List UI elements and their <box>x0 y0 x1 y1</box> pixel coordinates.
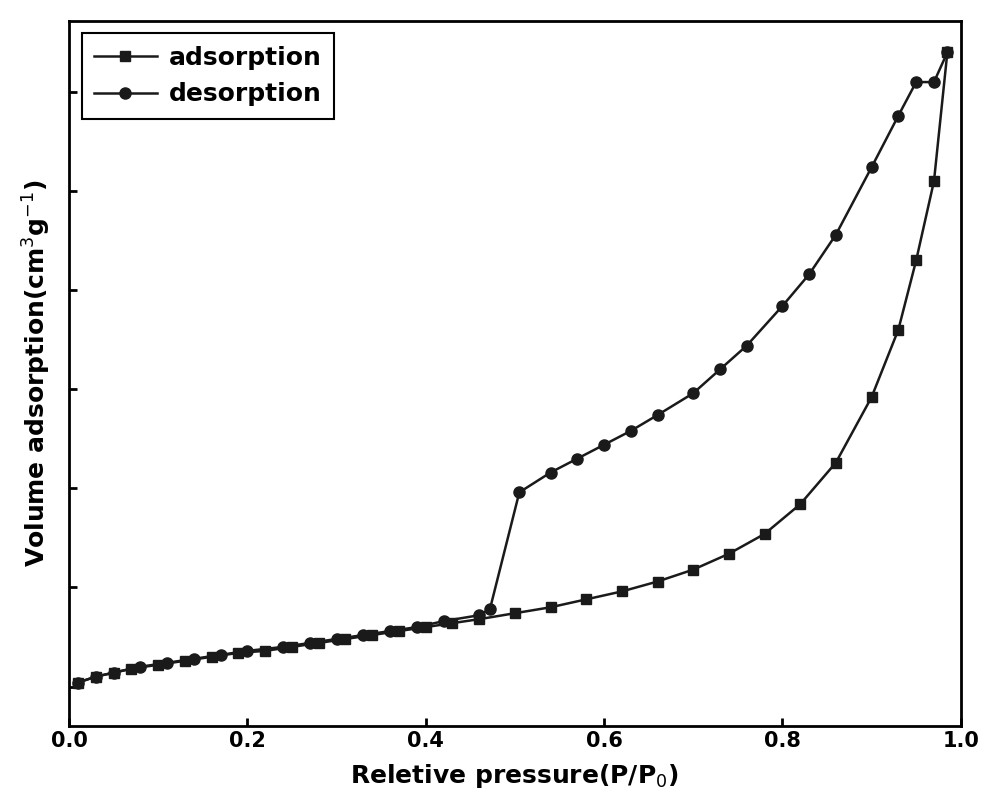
adsorption <box>339 634 351 644</box>
adsorption <box>366 630 378 640</box>
desorption <box>438 616 450 626</box>
Y-axis label: Volume adsorption(cm$^3$g$^{-1}$): Volume adsorption(cm$^3$g$^{-1}$) <box>21 180 53 567</box>
desorption <box>928 77 940 87</box>
adsorption <box>866 393 878 402</box>
desorption <box>331 634 343 644</box>
Legend: adsorption, desorption: adsorption, desorption <box>82 33 334 119</box>
adsorption <box>687 564 699 574</box>
desorption <box>484 604 496 614</box>
desorption <box>941 48 953 58</box>
desorption <box>411 622 423 632</box>
adsorption <box>928 176 940 186</box>
desorption <box>652 410 664 420</box>
adsorption <box>545 603 557 612</box>
adsorption <box>125 664 137 674</box>
adsorption <box>616 586 628 596</box>
desorption <box>473 611 485 620</box>
desorption <box>545 468 557 478</box>
adsorption <box>652 577 664 586</box>
desorption <box>384 626 396 636</box>
Line: desorption: desorption <box>72 47 953 689</box>
desorption <box>598 440 610 449</box>
desorption <box>741 341 753 350</box>
adsorption <box>473 614 485 624</box>
desorption <box>277 642 289 652</box>
adsorption <box>830 457 842 467</box>
desorption <box>134 662 146 672</box>
adsorption <box>179 656 191 666</box>
adsorption <box>108 667 120 677</box>
adsorption <box>509 608 521 618</box>
adsorption <box>232 648 244 658</box>
desorption <box>90 672 102 681</box>
desorption <box>72 678 84 688</box>
desorption <box>571 454 583 464</box>
desorption <box>687 388 699 398</box>
adsorption <box>72 678 84 688</box>
adsorption <box>794 500 806 509</box>
Line: adsorption: adsorption <box>73 48 952 688</box>
adsorption <box>446 618 458 628</box>
adsorption <box>941 48 953 58</box>
desorption <box>108 667 120 677</box>
adsorption <box>892 325 904 335</box>
adsorption <box>580 594 592 604</box>
desorption <box>161 658 173 667</box>
X-axis label: Reletive pressure(P/P$_0$): Reletive pressure(P/P$_0$) <box>350 762 679 790</box>
adsorption <box>723 549 735 559</box>
adsorption <box>90 672 102 681</box>
adsorption <box>420 622 432 632</box>
adsorption <box>910 255 922 265</box>
adsorption <box>152 660 164 670</box>
desorption <box>892 111 904 121</box>
desorption <box>866 162 878 172</box>
desorption <box>513 487 525 497</box>
desorption <box>357 630 369 640</box>
adsorption <box>259 646 271 656</box>
desorption <box>241 646 253 656</box>
desorption <box>776 301 788 311</box>
desorption <box>304 638 316 648</box>
desorption <box>188 654 200 663</box>
adsorption <box>313 638 325 648</box>
desorption <box>714 365 726 375</box>
adsorption <box>393 626 405 636</box>
desorption <box>215 650 227 659</box>
desorption <box>830 230 842 239</box>
adsorption <box>286 642 298 652</box>
desorption <box>910 77 922 87</box>
desorption <box>803 269 815 279</box>
adsorption <box>759 529 771 539</box>
adsorption <box>206 652 218 662</box>
desorption <box>625 426 637 436</box>
